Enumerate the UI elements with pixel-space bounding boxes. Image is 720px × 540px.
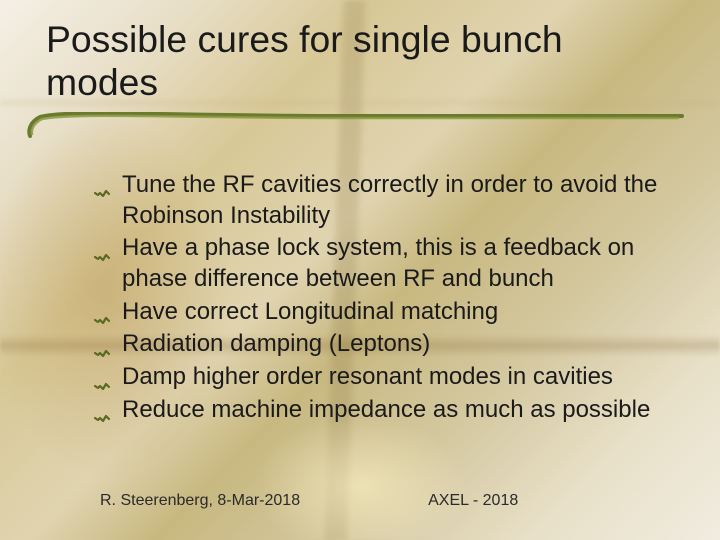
list-item: Reduce machine impedance as much as poss… bbox=[94, 395, 660, 426]
list-item-text: Radiation damping (Leptons) bbox=[122, 330, 430, 357]
bullet-icon bbox=[94, 338, 110, 350]
list-item-text: Damp higher order resonant modes in cavi… bbox=[122, 363, 613, 390]
list-item-text: Have a phase lock system, this is a feed… bbox=[122, 234, 634, 292]
bullet-icon bbox=[94, 178, 110, 190]
list-item: Have correct Longitudinal matching bbox=[94, 297, 660, 328]
list-item: Radiation damping (Leptons) bbox=[94, 329, 660, 360]
list-item-text: Reduce machine impedance as much as poss… bbox=[122, 396, 650, 423]
slide-title: Possible cures for single bunch modes bbox=[46, 18, 680, 104]
list-item: Damp higher order resonant modes in cavi… bbox=[94, 362, 660, 393]
footer-event: AXEL - 2018 bbox=[428, 492, 518, 510]
list-item-text: Have correct Longitudinal matching bbox=[122, 298, 498, 325]
title-underline bbox=[26, 112, 680, 140]
list-item: Tune the RF cavities correctly in order … bbox=[94, 170, 660, 231]
slide: Possible cures for single bunch modes Tu… bbox=[0, 0, 720, 540]
bullet-icon bbox=[94, 371, 110, 383]
bullet-list: Tune the RF cavities correctly in order … bbox=[94, 170, 660, 426]
footer-author: R. Steerenberg, 8-Mar-2018 bbox=[100, 492, 300, 510]
content-area: Tune the RF cavities correctly in order … bbox=[46, 170, 680, 426]
title-row: Possible cures for single bunch modes bbox=[46, 18, 680, 104]
bullet-icon bbox=[94, 242, 110, 254]
bullet-icon bbox=[94, 305, 110, 317]
slide-footer: R. Steerenberg, 8-Mar-2018 AXEL - 2018 bbox=[0, 492, 720, 510]
bullet-icon bbox=[94, 403, 110, 415]
list-item-text: Tune the RF cavities correctly in order … bbox=[122, 171, 657, 229]
list-item: Have a phase lock system, this is a feed… bbox=[94, 233, 660, 294]
